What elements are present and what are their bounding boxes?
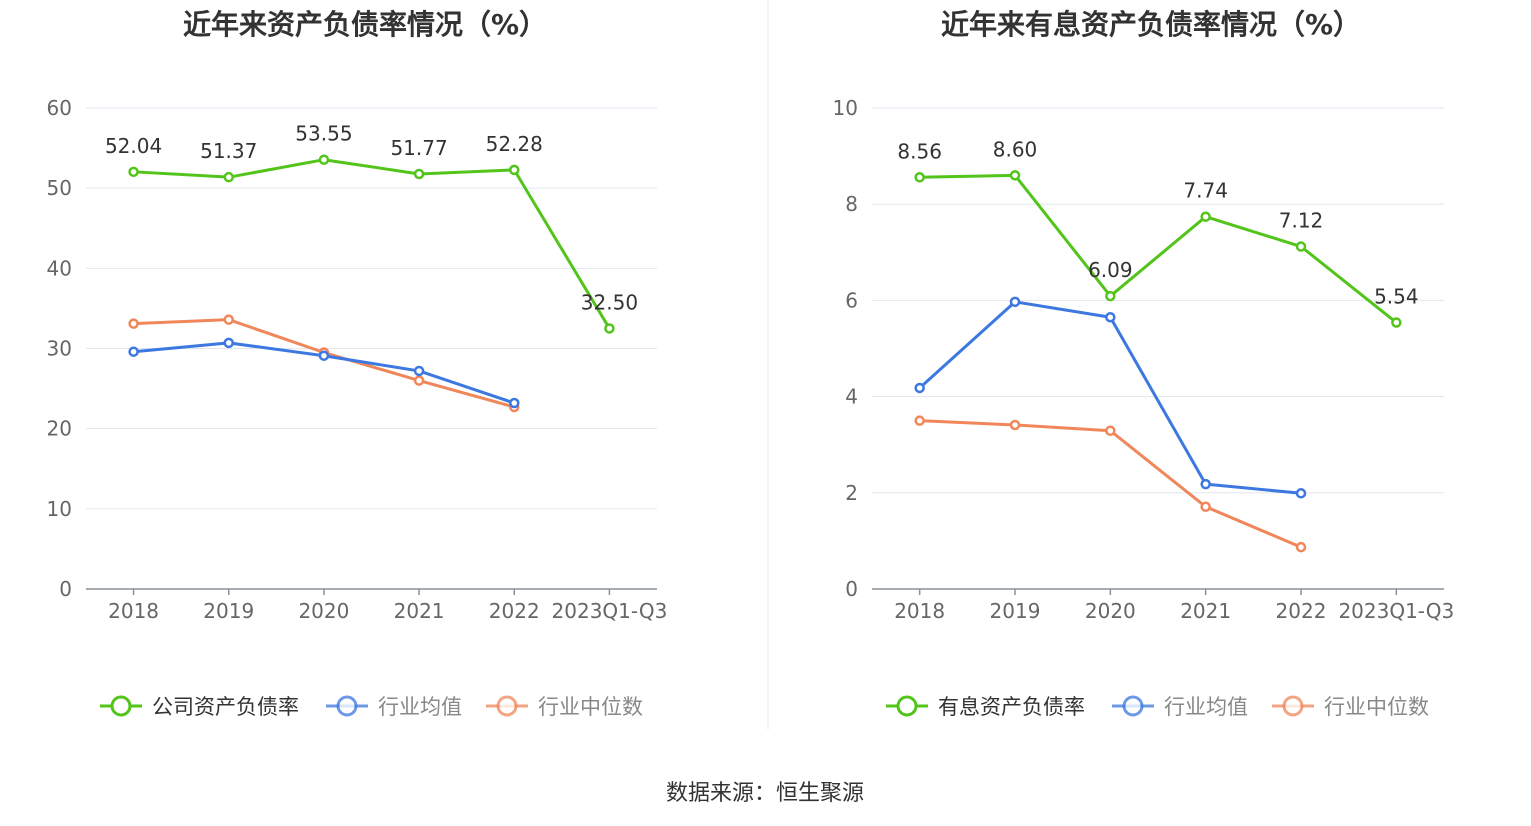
x-tick-label: 2022 bbox=[489, 599, 540, 623]
data-label: 6.09 bbox=[1088, 258, 1133, 282]
x-tick-label: 2022 bbox=[1276, 599, 1327, 623]
series-line-2 bbox=[919, 419, 1302, 549]
legend-label: 行业中位数 bbox=[538, 695, 643, 719]
y-tick-label: 0 bbox=[59, 577, 72, 601]
legend-label: 公司资产负债率 bbox=[152, 695, 299, 719]
chart-title: 近年来有息资产负债率情况（%） bbox=[941, 8, 1361, 41]
data-label: 52.04 bbox=[105, 134, 162, 158]
data-point bbox=[1295, 241, 1307, 252]
legend-label: 行业均值 bbox=[378, 695, 462, 719]
y-tick-label: 30 bbox=[47, 337, 72, 361]
data-label: 52.28 bbox=[486, 132, 543, 156]
data-point bbox=[1105, 311, 1116, 323]
legend-marker bbox=[336, 695, 358, 717]
data-point bbox=[318, 350, 330, 361]
data-point bbox=[1200, 501, 1211, 512]
legend-marker bbox=[896, 695, 918, 717]
series-line-0 bbox=[133, 158, 611, 330]
data-point bbox=[128, 346, 139, 357]
legend-item[interactable]: 公司资产负债率 bbox=[100, 695, 299, 719]
y-tick-label: 4 bbox=[845, 385, 858, 409]
y-tick-label: 10 bbox=[47, 497, 72, 521]
y-tick-label: 40 bbox=[47, 256, 72, 280]
legend-item[interactable]: 行业均值 bbox=[1112, 695, 1248, 719]
data-point bbox=[223, 337, 234, 349]
y-tick-label: 6 bbox=[845, 288, 858, 312]
chart-interest-debt-ratio: 近年来有息资产负债率情况（%） 0 2 4 6 8 10 2018 2019 2020 2021 20… bbox=[833, 8, 1455, 719]
legend-marker bbox=[1282, 695, 1304, 717]
data-point bbox=[223, 171, 234, 183]
legend-marker bbox=[496, 695, 518, 717]
data-point bbox=[509, 397, 520, 409]
chart-debt-ratio: 近年来资产负债率情况（%） 0 10 20 30 40 50 60 2018 2019 2020 20… bbox=[47, 8, 668, 719]
x-tick-label: 2023Q1-Q3 bbox=[1338, 599, 1454, 623]
data-point bbox=[1009, 419, 1021, 431]
x-tick-label: 2019 bbox=[203, 599, 254, 623]
legend-item[interactable]: 行业均值 bbox=[326, 695, 462, 719]
data-point bbox=[914, 382, 925, 394]
data-point bbox=[1009, 170, 1021, 181]
data-label: 51.77 bbox=[390, 136, 447, 160]
data-point bbox=[1105, 290, 1116, 302]
legend-label: 行业中位数 bbox=[1324, 695, 1429, 719]
data-label: 53.55 bbox=[295, 122, 352, 146]
data-point bbox=[604, 323, 615, 334]
data-point bbox=[1105, 425, 1116, 437]
data-label: 5.54 bbox=[1374, 285, 1419, 309]
data-label: 8.60 bbox=[993, 137, 1038, 161]
legend-item[interactable]: 有息资产负债率 bbox=[886, 695, 1085, 719]
data-point bbox=[1295, 488, 1307, 499]
data-point bbox=[223, 314, 234, 325]
data-label: 32.50 bbox=[581, 290, 638, 314]
y-tick-label: 20 bbox=[47, 417, 72, 441]
x-tick-label: 2018 bbox=[894, 599, 945, 623]
chart-title: 近年来资产负债率情况（%） bbox=[183, 8, 547, 41]
series-line-0 bbox=[919, 173, 1398, 324]
x-tick-label: 2021 bbox=[394, 599, 445, 623]
data-point bbox=[1200, 211, 1211, 222]
legend-label: 行业均值 bbox=[1164, 695, 1248, 719]
y-tick-label: 60 bbox=[47, 96, 72, 120]
data-point bbox=[413, 168, 425, 180]
data-point bbox=[413, 365, 425, 377]
data-point bbox=[914, 172, 925, 183]
data-point bbox=[509, 164, 520, 176]
y-tick-label: 50 bbox=[47, 176, 72, 200]
x-tick-label: 2023Q1-Q3 bbox=[552, 599, 668, 623]
data-point bbox=[1391, 317, 1402, 328]
data-point bbox=[1200, 478, 1211, 490]
data-point bbox=[128, 166, 139, 178]
x-tick-label: 2021 bbox=[1180, 599, 1231, 623]
legend-item[interactable]: 行业中位数 bbox=[1272, 695, 1429, 719]
x-tick-label: 2020 bbox=[298, 599, 349, 623]
legend-marker bbox=[110, 695, 132, 717]
x-tick-label: 2018 bbox=[108, 599, 159, 623]
source-note: 数据来源：恒生聚源 bbox=[666, 781, 864, 806]
data-point bbox=[1009, 296, 1021, 308]
x-tick-label: 2020 bbox=[1085, 599, 1136, 623]
data-point bbox=[914, 415, 925, 426]
series-line-2 bbox=[133, 318, 515, 409]
data-point bbox=[128, 318, 139, 329]
data-label: 7.74 bbox=[1183, 179, 1228, 203]
series-line-1 bbox=[918, 300, 1302, 495]
legend-marker bbox=[1122, 695, 1144, 717]
y-tick-label: 2 bbox=[845, 481, 858, 505]
data-label: 7.12 bbox=[1279, 209, 1324, 233]
data-label: 8.56 bbox=[897, 139, 942, 163]
y-tick-label: 10 bbox=[833, 96, 858, 120]
y-tick-label: 0 bbox=[845, 577, 858, 601]
data-point bbox=[318, 154, 330, 165]
x-tick-label: 2019 bbox=[990, 599, 1041, 623]
data-point bbox=[413, 375, 425, 386]
legend-label: 有息资产负债率 bbox=[938, 695, 1085, 719]
y-tick-label: 8 bbox=[845, 192, 858, 216]
legend-item[interactable]: 行业中位数 bbox=[486, 695, 643, 719]
data-point bbox=[1295, 541, 1307, 553]
data-label: 51.37 bbox=[200, 139, 257, 163]
